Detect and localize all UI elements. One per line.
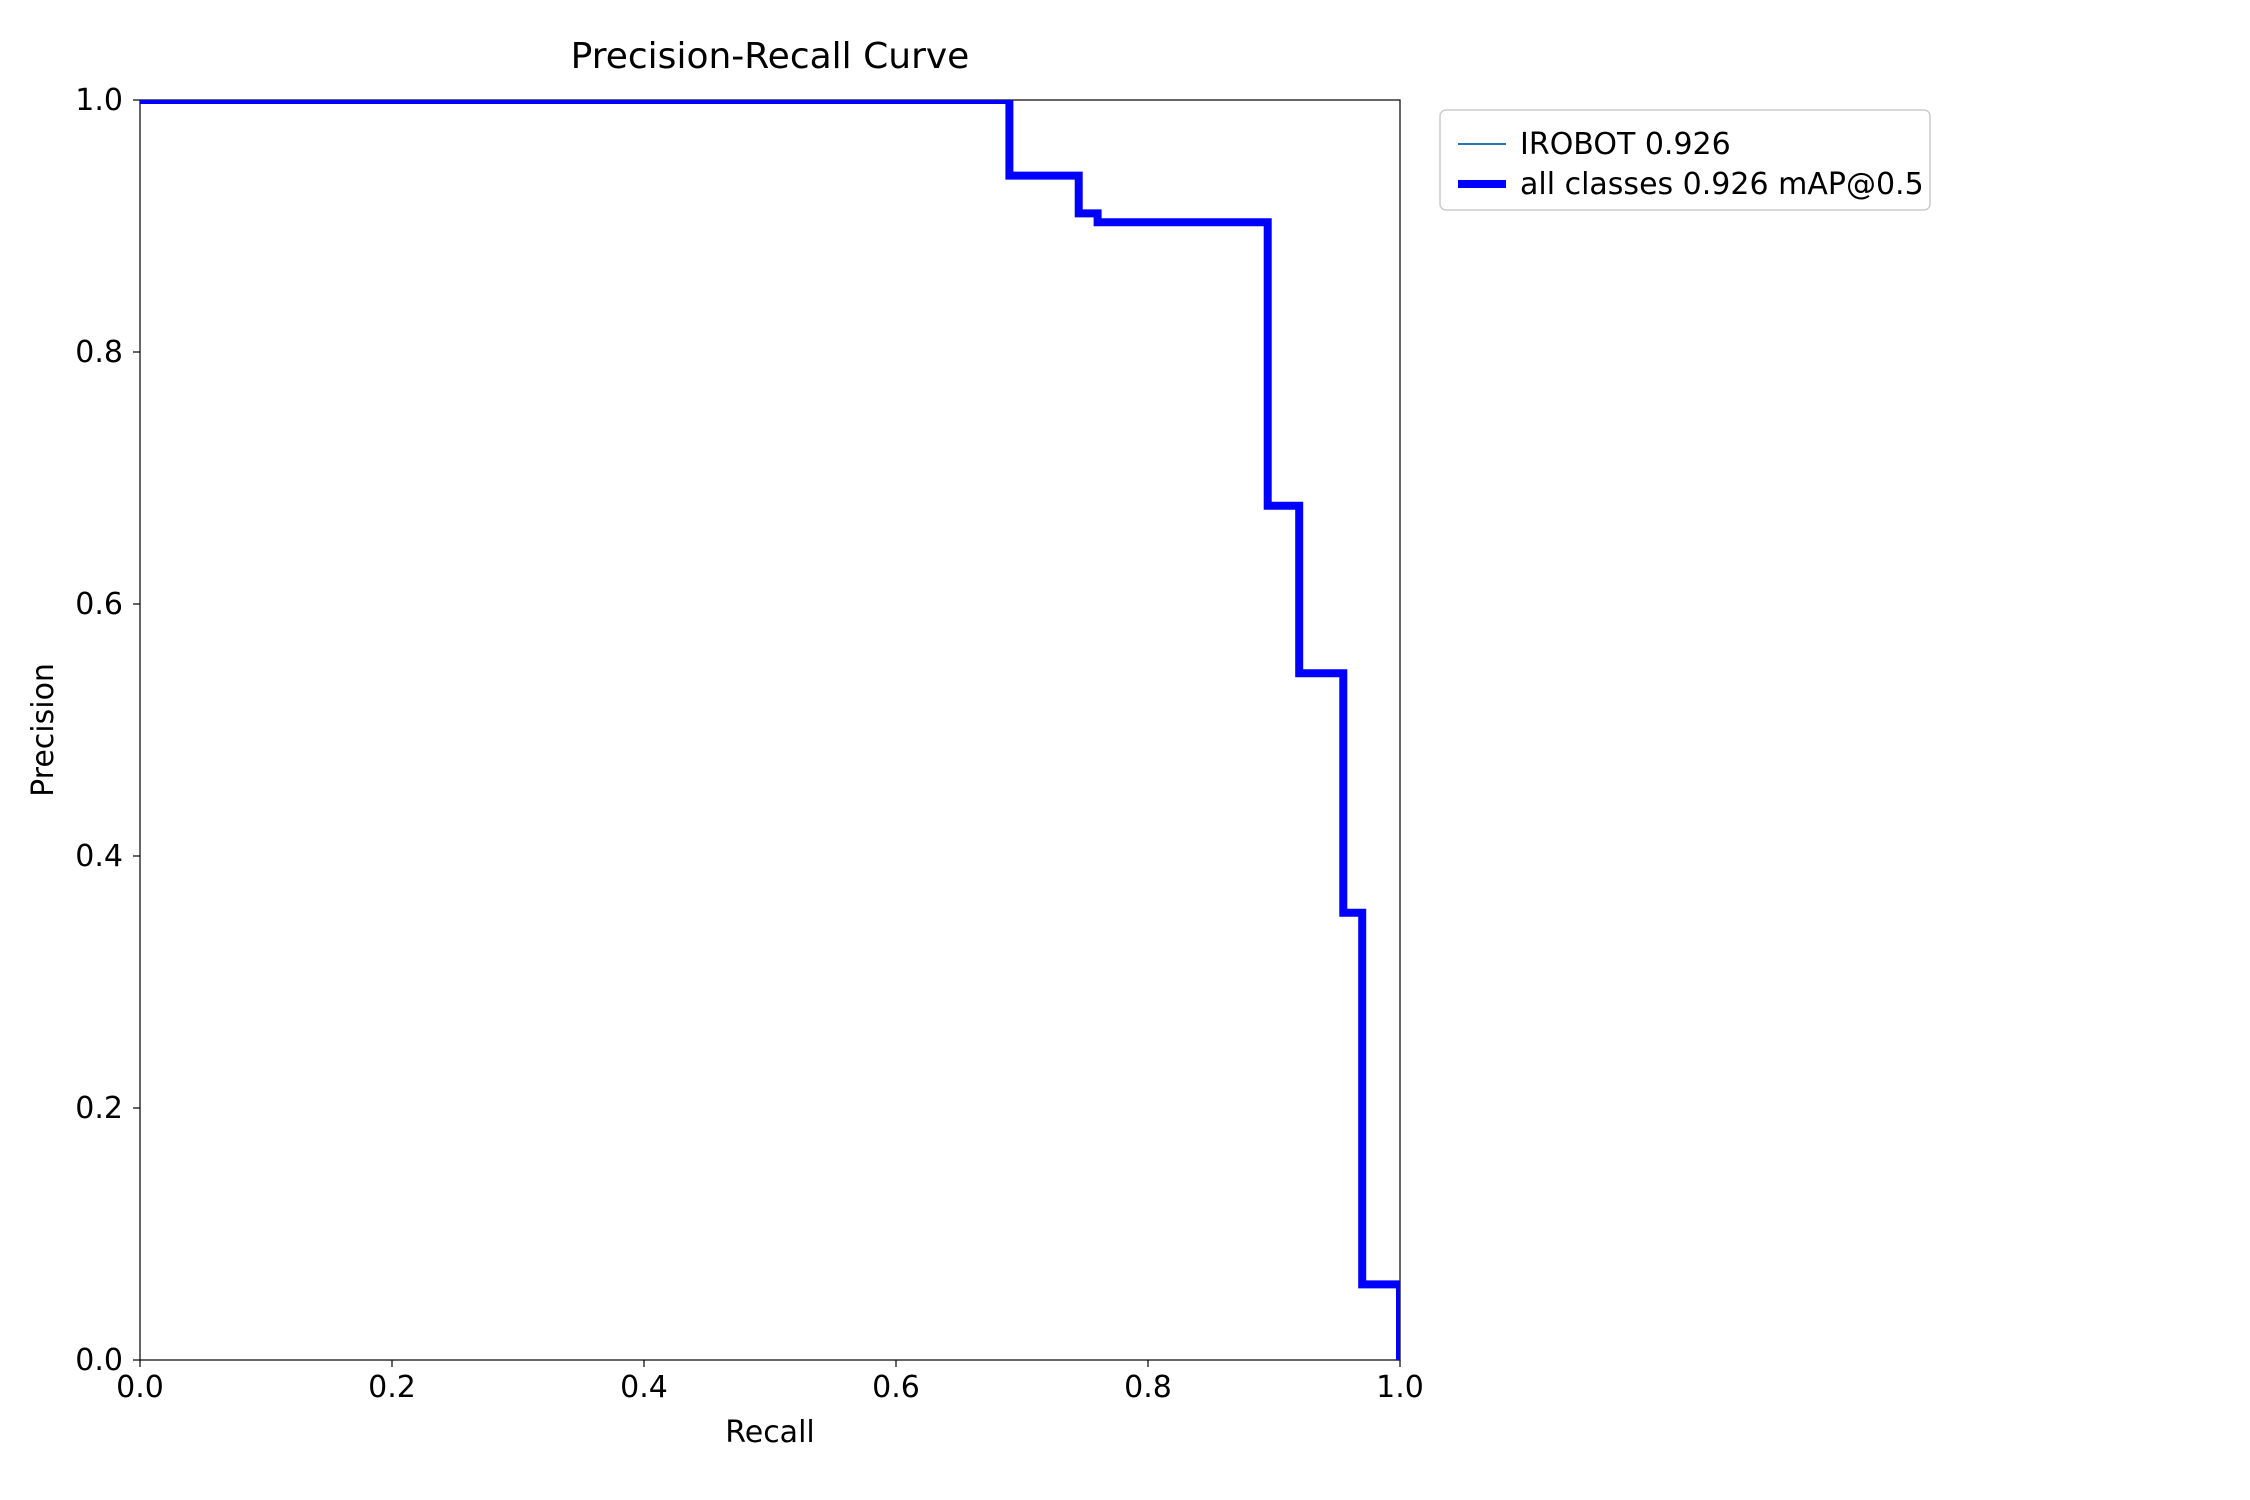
y-tick-label: 0.8 bbox=[75, 335, 123, 370]
legend-label-all-classes: all classes 0.926 mAP@0.5 bbox=[1520, 167, 1924, 202]
legend-label-irobot: IROBOT 0.926 bbox=[1520, 127, 1731, 162]
chart-title: Precision-Recall Curve bbox=[571, 36, 970, 77]
x-tick-label: 0.4 bbox=[620, 1370, 668, 1405]
x-tick-label: 0.6 bbox=[872, 1370, 920, 1405]
y-axis-label: Precision bbox=[26, 663, 61, 797]
y-tick-label: 0.2 bbox=[75, 1091, 123, 1126]
y-tick-label: 0.6 bbox=[75, 587, 123, 622]
y-tick-label: 0.0 bbox=[75, 1343, 123, 1378]
legend: IROBOT 0.926 all classes 0.926 mAP@0.5 bbox=[1440, 110, 1930, 210]
y-tick-label: 0.4 bbox=[75, 839, 123, 874]
x-tick-label: 1.0 bbox=[1376, 1370, 1424, 1405]
chart-container: 0.0 0.2 0.4 0.6 0.8 1.0 0.0 0.2 0.4 0.6 0.8 1.0 Reca… bbox=[0, 0, 2250, 1500]
x-axis-label: Recall bbox=[725, 1415, 815, 1450]
y-tick-label: 1.0 bbox=[75, 83, 123, 118]
x-tick-label: 0.0 bbox=[116, 1370, 164, 1405]
x-tick-label: 0.8 bbox=[1124, 1370, 1172, 1405]
pr-curve-chart: 0.0 0.2 0.4 0.6 0.8 1.0 0.0 0.2 0.4 0.6 0.8 1.0 Reca… bbox=[0, 0, 2250, 1500]
x-tick-label: 0.2 bbox=[368, 1370, 416, 1405]
